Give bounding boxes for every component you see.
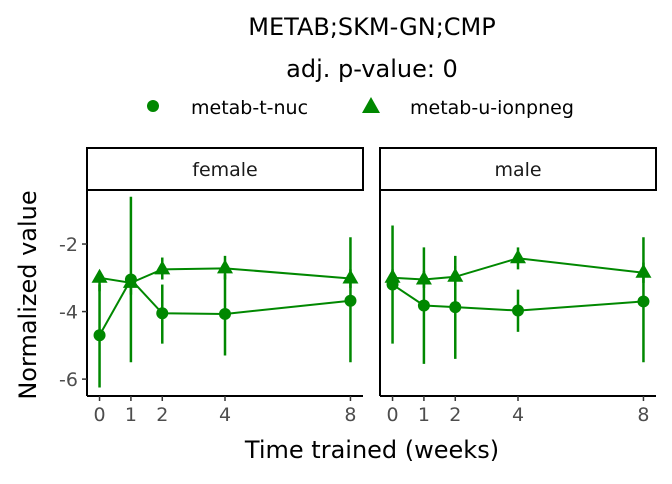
legend-circle-marker xyxy=(147,100,159,112)
data-point xyxy=(635,263,652,278)
legend: metab-t-nuc metab-u-ionpneg xyxy=(147,97,574,119)
data-point xyxy=(449,301,462,314)
series-metab-t-nuc-female xyxy=(93,196,357,388)
x-tick-label: 2 xyxy=(156,404,168,426)
legend-label-metab-t-nuc: metab-t-nuc xyxy=(191,97,308,119)
y-tick-label: -2 xyxy=(59,234,78,256)
data-point xyxy=(637,295,650,308)
y-tick-label: -6 xyxy=(59,369,78,391)
x-axis-label: Time trained (weeks) xyxy=(244,436,499,464)
x-tick-label: 1 xyxy=(418,404,430,426)
x-tick-label: 4 xyxy=(512,404,524,426)
data-point xyxy=(154,260,171,275)
data-point xyxy=(342,269,359,284)
chart-title: METAB;SKM-GN;CMP xyxy=(248,13,495,41)
panel-male: male 0 1 2 4 8 xyxy=(379,147,657,426)
x-tick-label: 0 xyxy=(386,404,398,426)
strip-label-male: male xyxy=(494,159,541,181)
strip-female xyxy=(86,147,364,191)
data-point xyxy=(91,268,108,283)
strip-male xyxy=(379,147,657,191)
data-point xyxy=(93,329,106,342)
y-axis-label: Normalized value xyxy=(14,190,42,399)
data-point xyxy=(122,273,139,288)
data-point xyxy=(156,307,169,320)
x-tick-label: 8 xyxy=(637,404,649,426)
chart-subtitle: adj. p-value: 0 xyxy=(286,55,458,83)
data-point xyxy=(219,307,231,320)
x-tick-label: 8 xyxy=(344,404,356,426)
strip-label-female: female xyxy=(192,159,258,181)
x-tick-label: 0 xyxy=(93,404,105,426)
data-point xyxy=(344,294,357,307)
data-point xyxy=(447,267,464,282)
series-metab-t-nuc-male xyxy=(386,225,650,364)
panel-female: female 0 1 2 4 8 -2 -4 -6 xyxy=(59,147,364,426)
series-metab-u-ionpneg-female xyxy=(91,255,359,295)
data-point xyxy=(510,249,526,264)
legend-label-metab-u-ionpneg: metab-u-ionpneg xyxy=(410,97,574,119)
data-point xyxy=(417,299,430,312)
x-tick-label: 4 xyxy=(219,404,231,426)
data-point xyxy=(415,270,432,285)
data-point xyxy=(384,268,401,283)
legend-triangle-marker xyxy=(362,97,380,113)
data-point xyxy=(512,304,524,317)
x-tick-label: 2 xyxy=(449,404,461,426)
data-point xyxy=(217,259,233,274)
x-tick-label: 1 xyxy=(125,404,137,426)
series-metab-u-ionpneg-male xyxy=(384,247,652,288)
y-tick-label: -4 xyxy=(59,302,78,324)
